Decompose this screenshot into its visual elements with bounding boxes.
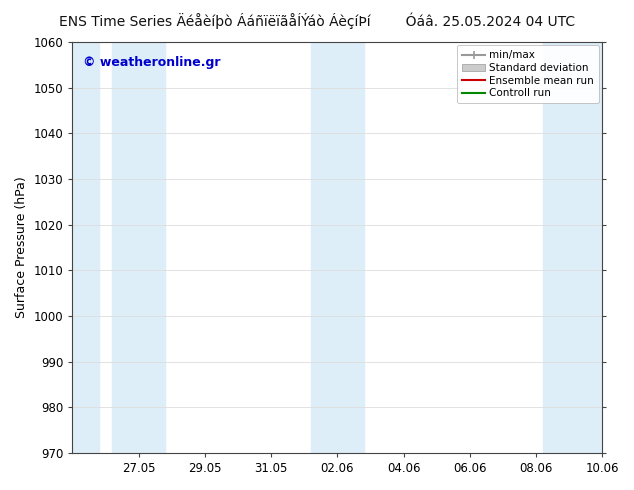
- Text: © weatheronline.gr: © weatheronline.gr: [83, 56, 221, 70]
- Text: ENS Time Series Äéåèíþò ÁáñïëïãåÍÝáò ÁèçíÞí        Óáâ. 25.05.2024 04 UTC: ENS Time Series Äéåèíþò ÁáñïëïãåÍÝáò Áèç…: [59, 12, 575, 29]
- Y-axis label: Surface Pressure (hPa): Surface Pressure (hPa): [15, 176, 28, 318]
- Bar: [72, 42, 99, 453]
- Bar: [311, 42, 364, 453]
- Bar: [543, 42, 602, 453]
- Bar: [112, 42, 165, 453]
- Legend: min/max, Standard deviation, Ensemble mean run, Controll run: min/max, Standard deviation, Ensemble me…: [457, 45, 599, 103]
